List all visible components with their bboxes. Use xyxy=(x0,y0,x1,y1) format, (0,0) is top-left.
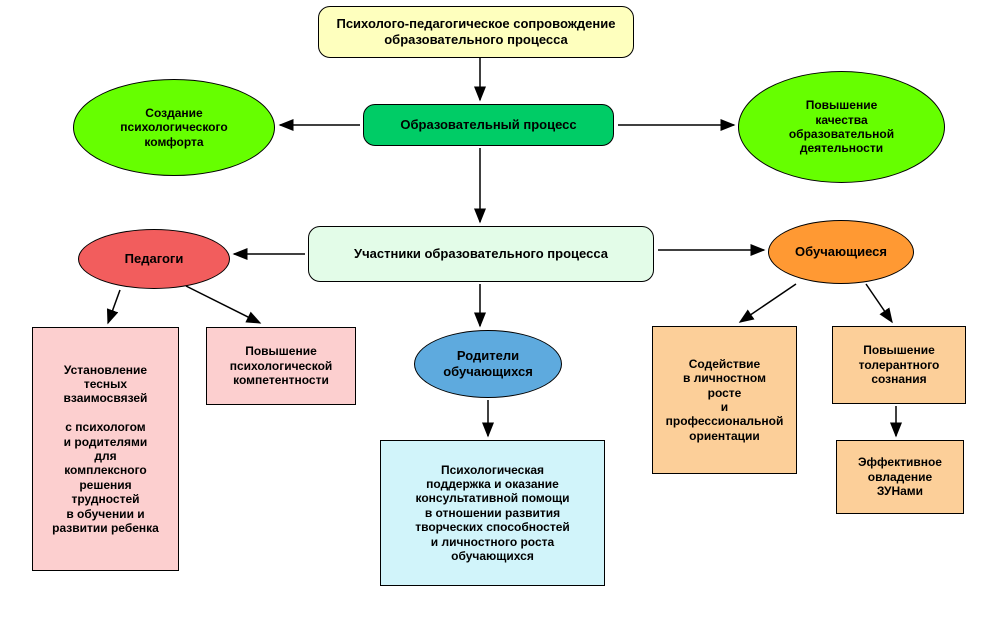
edge-teachers-teach_box2 xyxy=(186,286,260,323)
node-label-teach_box1: Установление тесных взаимосвязей с психо… xyxy=(52,363,159,536)
node-teachers: Педагоги xyxy=(78,229,230,289)
node-label-stud_box2: Повышение толерантного сознания xyxy=(859,343,940,386)
node-label-stud_box1: Содействие в личностном росте и професси… xyxy=(666,357,784,443)
node-label-comfort: Создание психологического комфорта xyxy=(120,106,227,149)
node-quality: Повышение качества образовательной деяте… xyxy=(738,71,945,183)
edge-students-stud_box1 xyxy=(740,284,796,322)
node-comfort: Создание психологического комфорта xyxy=(73,79,275,176)
node-label-students: Обучающиеся xyxy=(795,244,887,260)
node-label-stud_box3: Эффективное овладение ЗУНами xyxy=(858,455,942,498)
node-stud_box1: Содействие в личностном росте и професси… xyxy=(652,326,797,474)
node-participants: Участники образовательного процесса xyxy=(308,226,654,282)
edge-students-stud_box2 xyxy=(866,284,892,322)
node-label-edu_process: Образовательный процесс xyxy=(400,117,576,133)
node-label-parent_box: Психологическая поддержка и оказание кон… xyxy=(415,463,570,564)
node-stud_box2: Повышение толерантного сознания xyxy=(832,326,966,404)
node-students: Обучающиеся xyxy=(768,220,914,284)
node-label-quality: Повышение качества образовательной деяте… xyxy=(789,98,894,156)
node-label-teachers: Педагоги xyxy=(125,251,184,267)
node-label-teach_box2: Повышение психологической компетентности xyxy=(230,344,333,387)
node-stud_box3: Эффективное овладение ЗУНами xyxy=(836,440,964,514)
node-title: Психолого-педагогическое сопровождение о… xyxy=(318,6,634,58)
node-label-title: Психолого-педагогическое сопровождение о… xyxy=(336,16,615,47)
node-label-participants: Участники образовательного процесса xyxy=(354,246,608,262)
node-edu_process: Образовательный процесс xyxy=(363,104,614,146)
node-label-parents: Родители обучающихся xyxy=(443,348,533,379)
node-teach_box1: Установление тесных взаимосвязей с психо… xyxy=(32,327,179,571)
node-parent_box: Психологическая поддержка и оказание кон… xyxy=(380,440,605,586)
node-parents: Родители обучающихся xyxy=(414,330,562,398)
node-teach_box2: Повышение психологической компетентности xyxy=(206,327,356,405)
edge-teachers-teach_box1 xyxy=(108,290,120,323)
